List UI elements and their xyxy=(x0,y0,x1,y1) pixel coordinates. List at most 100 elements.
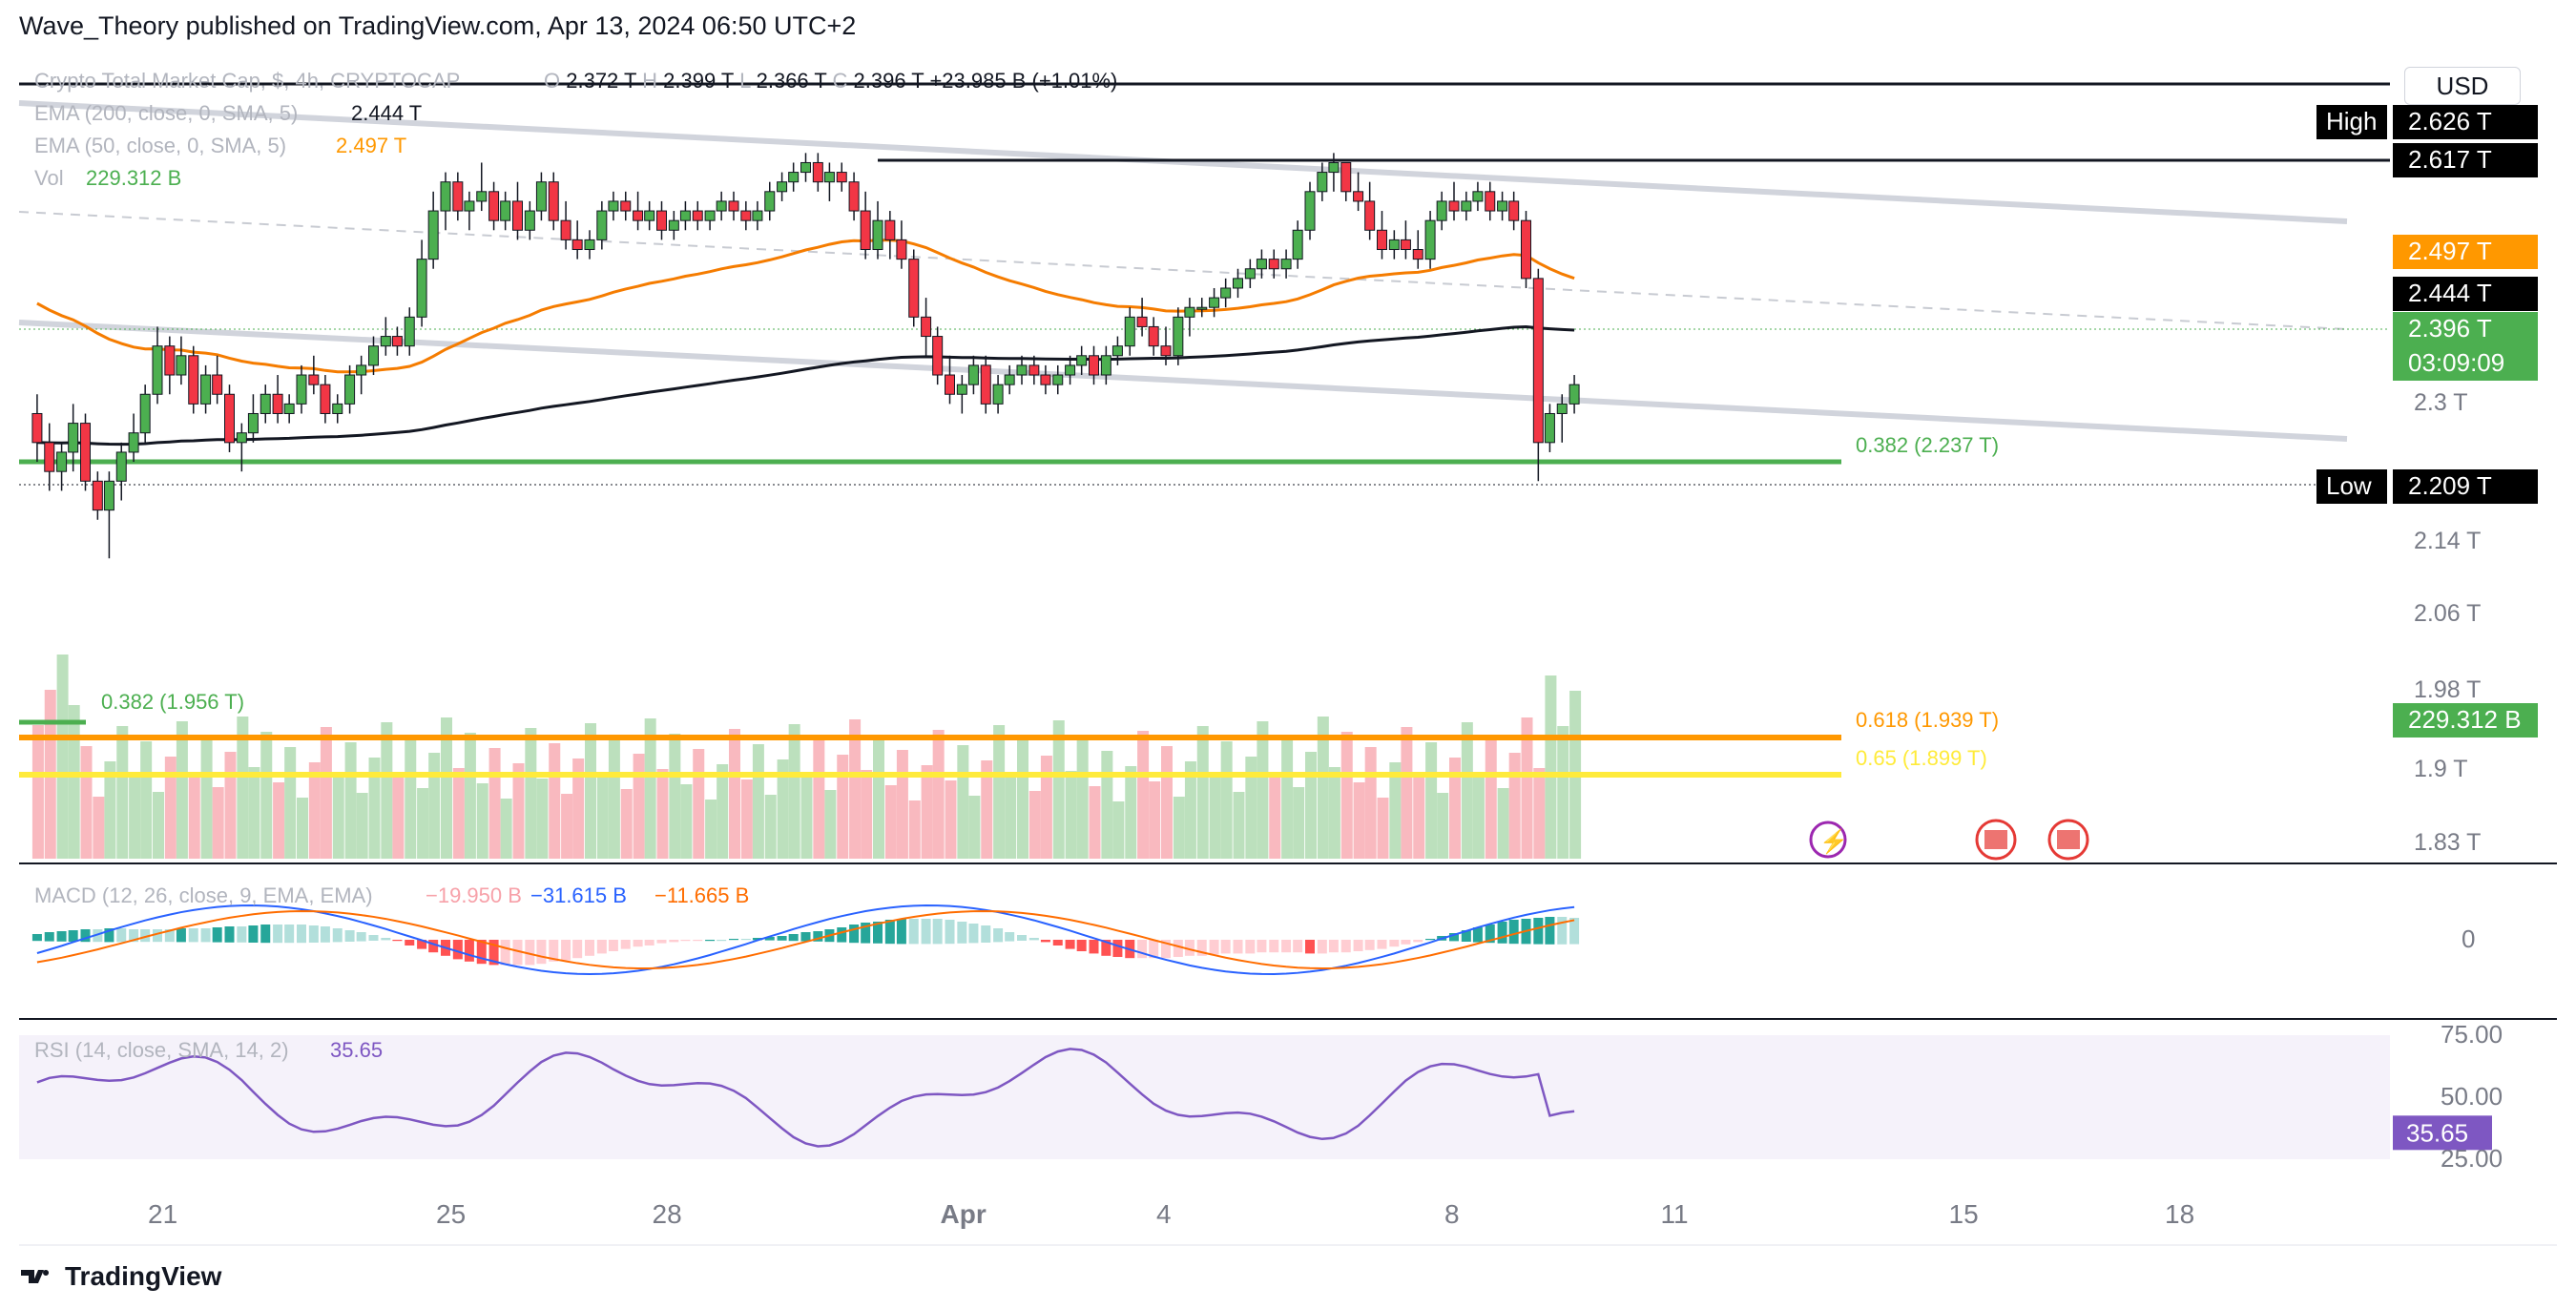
candle xyxy=(1317,172,1328,193)
volume-bar xyxy=(1028,791,1041,859)
volume-bar xyxy=(957,745,969,859)
candle xyxy=(560,219,571,240)
macd-histogram-bar xyxy=(1508,920,1519,945)
candle xyxy=(692,210,703,221)
volume-bar xyxy=(921,765,933,859)
macd-histogram-bar xyxy=(1065,940,1075,949)
macd-histogram-bar xyxy=(1220,940,1231,954)
macd-histogram-bar xyxy=(1052,940,1063,945)
candle xyxy=(1040,374,1051,385)
volume-bar xyxy=(945,780,957,859)
candle xyxy=(152,345,163,395)
macd-histogram-bar xyxy=(705,940,716,942)
macd-line xyxy=(36,904,1575,976)
volume-bar xyxy=(417,788,429,859)
volume-bar xyxy=(1017,740,1028,859)
time-tick: 15 xyxy=(1949,1199,1979,1229)
macd-histogram-bar xyxy=(392,940,403,942)
legend: Crypto Total Market Cap, $, 4h, CRYPTOCA… xyxy=(34,69,1117,1062)
macd-histogram-bar xyxy=(405,940,415,945)
volume-bar xyxy=(56,654,69,859)
macd-histogram-bar xyxy=(512,940,523,966)
candle xyxy=(1412,249,1423,260)
volume-bar xyxy=(428,753,441,859)
time-tick: 18 xyxy=(2165,1199,2194,1229)
macd-histogram-bar xyxy=(1028,938,1039,941)
macd-histogram-bar xyxy=(381,938,391,941)
volume-bar xyxy=(1521,717,1533,859)
volume-bar xyxy=(669,734,681,859)
candle xyxy=(1244,268,1256,280)
macd-histogram-bar xyxy=(1173,940,1183,957)
macd-histogram-bar xyxy=(284,925,295,944)
currency-selector[interactable]: USD xyxy=(2404,67,2521,105)
macd-histogram-bar xyxy=(656,940,667,944)
candlesticks xyxy=(31,153,1580,559)
candle xyxy=(932,336,944,376)
price-tag-box xyxy=(2316,105,2387,139)
candle xyxy=(176,355,187,376)
macd-histogram-bar xyxy=(968,924,979,944)
macd-histogram-bar xyxy=(644,940,654,945)
macd-histogram-bar xyxy=(1161,940,1171,959)
macd-histogram-bar xyxy=(1149,940,1159,959)
us-flag-stripes xyxy=(2057,830,2080,849)
candle xyxy=(1184,306,1195,318)
channel-mid-line xyxy=(18,211,2348,330)
tradingview-logo[interactable]: TradingView xyxy=(19,1261,221,1292)
ema-50-line xyxy=(36,239,1575,374)
candle xyxy=(1100,355,1111,376)
volume-bar xyxy=(297,798,308,859)
candle xyxy=(596,210,608,240)
macd-histogram-bar xyxy=(1317,940,1327,954)
rsi-label: RSI (14, close, SMA, 14, 2) xyxy=(34,1038,289,1062)
volume-bar xyxy=(1233,792,1245,859)
volume-bar xyxy=(212,787,224,859)
candle xyxy=(1377,229,1387,251)
volume-bar xyxy=(332,778,344,859)
rsi-line xyxy=(36,1048,1575,1148)
volume-bar xyxy=(405,738,417,859)
volume-bar xyxy=(200,737,213,859)
macd-histogram-bar xyxy=(1017,935,1027,941)
macd-histogram-bar xyxy=(1461,930,1471,942)
candle xyxy=(1568,384,1580,405)
candle xyxy=(1292,229,1303,260)
candle xyxy=(283,403,295,414)
volume-bar xyxy=(1377,798,1389,859)
macd-histogram-bar xyxy=(717,940,727,942)
candle xyxy=(260,393,271,414)
candle xyxy=(1485,191,1496,212)
candle xyxy=(884,219,896,240)
candle xyxy=(1028,364,1040,376)
macd-histogram-bar xyxy=(1269,940,1279,953)
macd-histogram-bar xyxy=(608,940,618,951)
macd-histogram-bar xyxy=(368,935,379,941)
volume-bar xyxy=(80,746,93,859)
price-tick: 2.3 T xyxy=(2414,389,2468,416)
candle xyxy=(115,451,127,482)
volume-bar xyxy=(873,735,884,859)
macd-histogram-bar xyxy=(561,940,571,961)
candle xyxy=(1220,287,1232,299)
candle xyxy=(1136,316,1148,327)
candle xyxy=(992,384,1004,405)
volume-bar xyxy=(1220,741,1233,859)
macd-histogram-bar xyxy=(729,939,738,941)
candle xyxy=(945,374,955,395)
candle xyxy=(848,181,860,212)
rsi-legend-value: 35.65 xyxy=(330,1038,383,1062)
volume-bar xyxy=(441,717,452,859)
volume-bar xyxy=(1052,720,1065,859)
candle xyxy=(416,259,427,318)
candle xyxy=(823,172,835,183)
price-label: 229.312 B xyxy=(2408,705,2522,734)
volume-bar xyxy=(164,757,177,859)
macd-histogram-bar xyxy=(153,929,162,943)
macd-histogram-bar xyxy=(777,936,787,941)
macd-histogram-bar xyxy=(297,925,306,944)
volume-bar xyxy=(93,797,105,859)
candle xyxy=(296,374,307,405)
candle xyxy=(1173,316,1184,357)
